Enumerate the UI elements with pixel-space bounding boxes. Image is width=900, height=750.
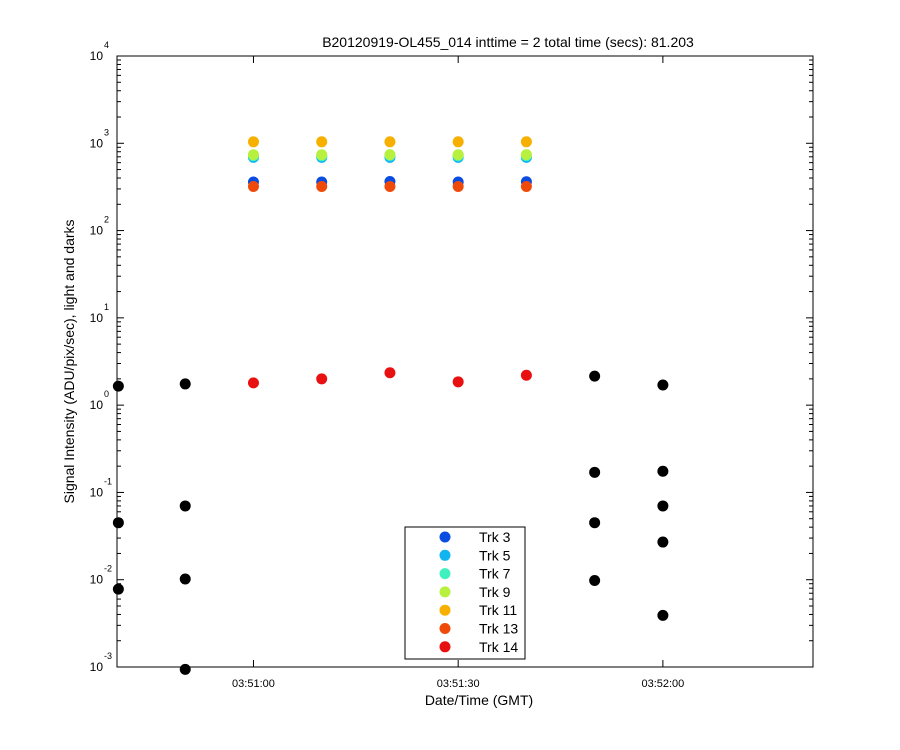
y-tick-label-exponent: -3: [104, 651, 112, 661]
y-tick-label-exponent: 2: [104, 215, 109, 225]
point-dark: [179, 500, 191, 512]
y-tick-label-base: 10: [90, 311, 104, 325]
plot-frame: [116, 55, 814, 668]
legend-marker-trk-3: [439, 531, 451, 543]
chart-title: B20120919-OL455_014 inttime = 2 total ti…: [322, 34, 694, 50]
point-trk-11: [247, 136, 259, 148]
point-dark: [589, 574, 601, 586]
point-trk-13: [316, 180, 328, 192]
y-tick-label-exponent: -2: [104, 564, 112, 574]
point-trk-9: [520, 149, 532, 161]
point-trk-11: [520, 136, 532, 148]
point-dark: [657, 536, 669, 548]
point-dark: [112, 517, 124, 529]
legend-marker-trk-14: [439, 641, 451, 653]
point-trk-14: [247, 377, 259, 389]
x-axis-label: Date/Time (GMT): [425, 692, 533, 708]
y-tick-label-exponent: 3: [104, 127, 109, 137]
axes: B20120919-OL455_014 inttime = 2 total ti…: [61, 34, 814, 708]
y-tick-label-base: 10: [90, 398, 104, 412]
point-trk-9: [452, 149, 464, 161]
y-tick-label-base: 10: [90, 224, 104, 238]
point-dark: [179, 573, 191, 585]
point-dark: [179, 663, 191, 675]
point-trk-9: [247, 149, 259, 161]
y-tick-label-base: 10: [90, 136, 104, 150]
point-trk-14: [520, 369, 532, 381]
legend-label-trk-13: Trk 13: [479, 621, 518, 637]
y-tick-label-exponent: 1: [104, 302, 109, 312]
x-tick-label: 03:51:00: [232, 678, 275, 690]
point-trk-9: [384, 149, 396, 161]
point-dark: [657, 609, 669, 621]
legend-label-trk-11: Trk 11: [479, 602, 517, 618]
legend-marker-trk-11: [439, 604, 451, 616]
legend: Trk 3 Trk 5 Trk 7 Trk 9 Trk 11 Trk 13 Trk 14: [404, 526, 526, 660]
legend-label-trk-7: Trk 7: [479, 566, 511, 582]
point-trk-14: [452, 376, 464, 388]
point-dark: [589, 370, 601, 382]
point-trk-13: [452, 180, 464, 192]
legend-label-trk-5: Trk 5: [479, 547, 511, 563]
y-tick-label-exponent: 0: [104, 389, 109, 399]
point-trk-11: [384, 136, 396, 148]
legend-marker-trk-9: [439, 586, 451, 598]
y-tick-label-exponent: -1: [104, 476, 112, 486]
y-tick-label-base: 10: [90, 573, 104, 587]
y-tick-label-base: 10: [90, 485, 104, 499]
point-trk-11: [316, 136, 328, 148]
legend-marker-trk-7: [439, 568, 451, 580]
legend-marker-trk-5: [439, 549, 451, 561]
point-trk-14: [316, 373, 328, 385]
x-tick-label: 03:51:30: [437, 678, 480, 690]
x-tick-label: 03:52:00: [641, 678, 684, 690]
y-tick-label-exponent: 4: [104, 40, 109, 50]
point-trk-13: [520, 180, 532, 192]
y-tick-label-base: 10: [90, 660, 104, 674]
point-dark: [589, 517, 601, 529]
point-trk-13: [384, 180, 396, 192]
legend-label-trk-14: Trk 14: [479, 639, 518, 655]
point-dark: [657, 500, 669, 512]
point-dark: [179, 378, 191, 390]
point-dark: [657, 465, 669, 477]
legend-box: [404, 526, 526, 660]
legend-label-trk-9: Trk 9: [479, 584, 511, 600]
point-dark: [112, 583, 124, 595]
point-trk-9: [316, 149, 328, 161]
point-trk-11: [452, 136, 464, 148]
legend-label-trk-3: Trk 3: [479, 529, 511, 545]
point-dark: [589, 466, 601, 478]
data-marks: [112, 136, 669, 675]
point-dark: [657, 379, 669, 391]
legend-marker-trk-13: [439, 623, 451, 634]
point-trk-14: [384, 367, 396, 379]
y-tick-label-base: 10: [90, 49, 104, 63]
point-dark: [112, 380, 124, 392]
y-axis-label: Signal Intensity (ADU/pix/sec), light an…: [61, 219, 77, 503]
point-trk-13: [247, 180, 259, 192]
